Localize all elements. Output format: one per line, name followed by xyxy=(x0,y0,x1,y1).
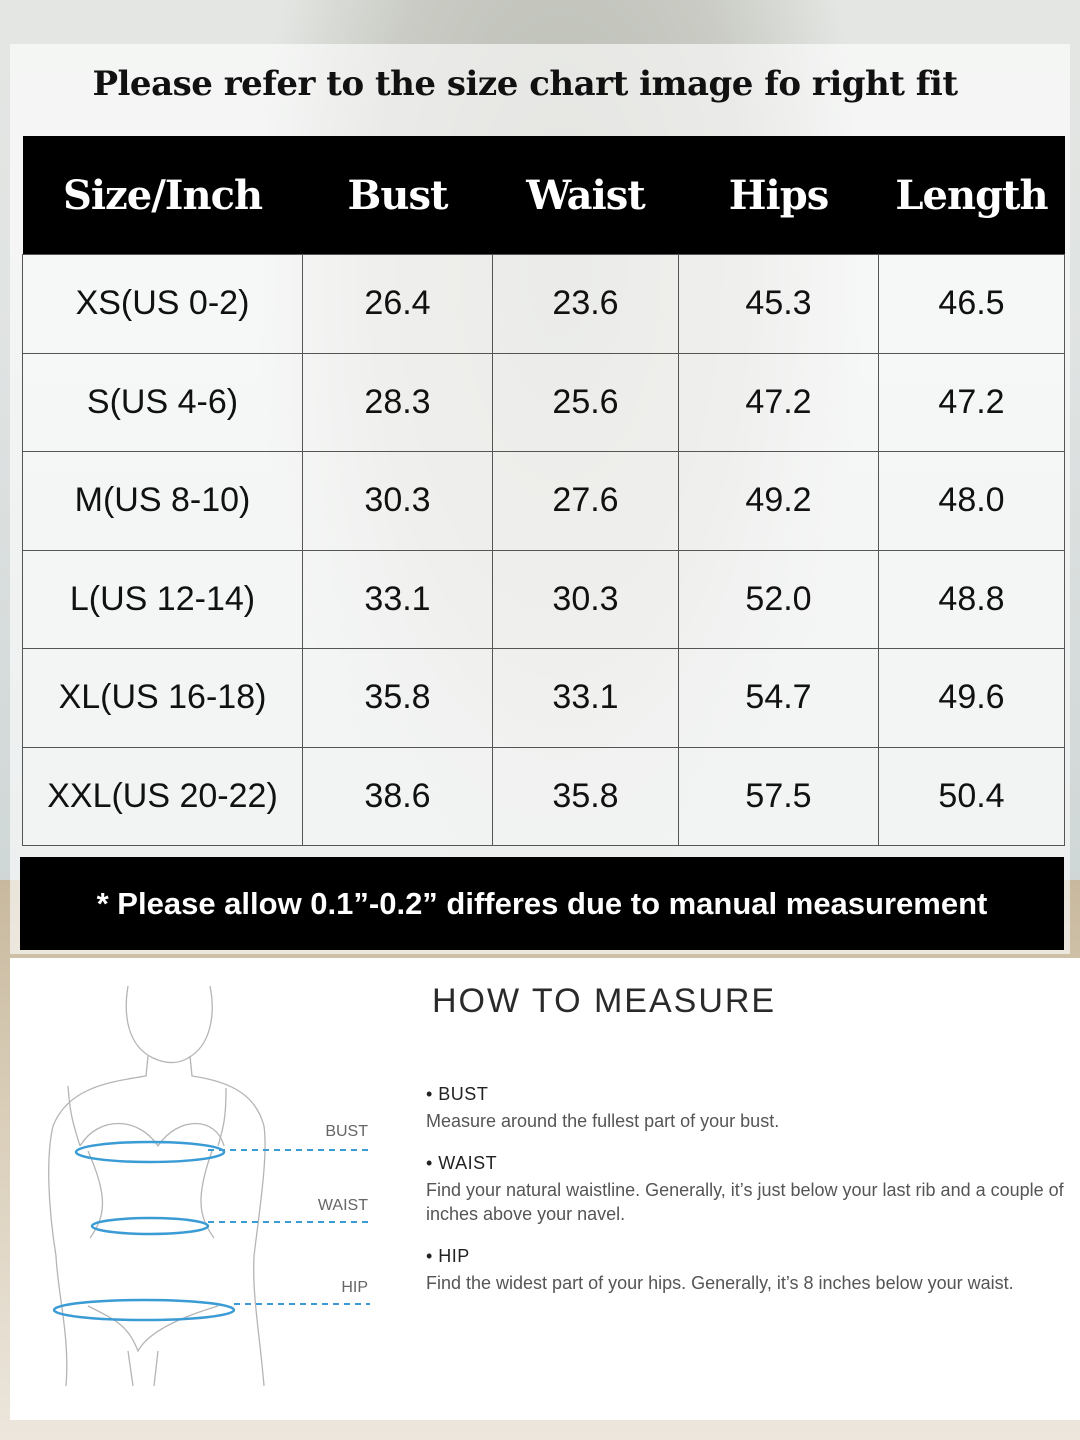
cell-hips: 45.3 xyxy=(678,254,879,354)
cell-waist: 23.6 xyxy=(492,254,679,354)
header-bust: Bust xyxy=(302,136,493,255)
header-size: Size/Inch xyxy=(22,136,303,255)
cell-bust: 30.3 xyxy=(302,451,493,551)
cell-waist: 27.6 xyxy=(492,451,679,551)
cell-size: XXL(US 20-22) xyxy=(22,746,303,846)
instruction-bust: • BUST Measure around the fullest part o… xyxy=(426,1084,1076,1133)
instruction-heading: • BUST xyxy=(426,1084,489,1104)
waist-line-icon xyxy=(90,1216,210,1236)
cell-waist: 35.8 xyxy=(492,746,679,846)
header-waist: Waist xyxy=(492,136,679,255)
instruction-text: Find the widest part of your hips. Gener… xyxy=(426,1273,1014,1293)
bust-line-icon xyxy=(74,1140,226,1164)
measure-instructions: • BUST Measure around the fullest part o… xyxy=(426,1084,1076,1315)
figure-label-waist: WAIST xyxy=(318,1197,368,1214)
cell-hips: 49.2 xyxy=(678,451,879,551)
figure-label-bust: BUST xyxy=(325,1123,368,1140)
instruction-waist: • WAIST Find your natural waistline. Gen… xyxy=(426,1153,1076,1226)
body-outline-icon xyxy=(48,985,266,1387)
cell-size: XS(US 0-2) xyxy=(22,254,303,354)
table-row: XS(US 0-2) 26.4 23.6 45.3 46.5 xyxy=(22,254,1065,354)
instruction-heading: • HIP xyxy=(426,1246,470,1266)
cell-bust: 35.8 xyxy=(302,648,493,748)
cell-length: 50.4 xyxy=(878,746,1065,846)
cell-size: M(US 8-10) xyxy=(22,451,303,551)
instruction-hip: • HIP Find the widest part of your hips.… xyxy=(426,1246,1076,1295)
table-row: XL(US 16-18) 35.8 33.1 54.7 49.6 xyxy=(22,648,1065,748)
cell-length: 48.0 xyxy=(878,451,1065,551)
cell-hips: 54.7 xyxy=(678,648,879,748)
cell-size: XL(US 16-18) xyxy=(22,648,303,748)
figure-label-hip: HIP xyxy=(341,1279,368,1296)
table-header-row: Size/Inch Bust Waist Hips Length xyxy=(22,136,1065,255)
cell-hips: 52.0 xyxy=(678,549,879,649)
table-row: XXL(US 20-22) 38.6 35.8 57.5 50.4 xyxy=(22,746,1065,846)
cell-bust: 26.4 xyxy=(302,254,493,354)
cell-size: L(US 12-14) xyxy=(22,549,303,649)
measure-lines xyxy=(52,1140,370,1322)
instruction-text: Find your natural waistline. Generally, … xyxy=(426,1180,1064,1224)
cell-size: S(US 4-6) xyxy=(22,352,303,452)
size-chart-table: Size/Inch Bust Waist Hips Length XS(US 0… xyxy=(22,136,1065,846)
instruction-heading: • WAIST xyxy=(426,1153,498,1173)
cell-length: 46.5 xyxy=(878,254,1065,354)
table-row: M(US 8-10) 30.3 27.6 49.2 48.0 xyxy=(22,451,1065,551)
cell-waist: 33.1 xyxy=(492,648,679,748)
header-length: Length xyxy=(878,136,1065,255)
cell-length: 47.2 xyxy=(878,352,1065,452)
cell-bust: 38.6 xyxy=(302,746,493,846)
table-row: S(US 4-6) 28.3 25.6 47.2 47.2 xyxy=(22,352,1065,452)
cell-hips: 47.2 xyxy=(678,352,879,452)
table-row: L(US 12-14) 33.1 30.3 52.0 48.8 xyxy=(22,549,1065,649)
cell-bust: 28.3 xyxy=(302,352,493,452)
cell-waist: 25.6 xyxy=(492,352,679,452)
header-hips: Hips xyxy=(678,136,879,255)
cell-waist: 30.3 xyxy=(492,549,679,649)
body-outline-figure: BUST WAIST HIP xyxy=(48,985,370,1387)
cell-length: 48.8 xyxy=(878,549,1065,649)
measurement-note: * Please allow 0.1”-0.2” differes due to… xyxy=(20,857,1064,950)
how-to-measure-title: HOW TO MEASURE xyxy=(432,982,777,1020)
cell-hips: 57.5 xyxy=(678,746,879,846)
cell-length: 49.6 xyxy=(878,648,1065,748)
hip-line-icon xyxy=(52,1298,236,1322)
cell-bust: 33.1 xyxy=(302,549,493,649)
how-to-measure-panel: BUST WAIST HIP HOW TO MEASURE • BUST Mea… xyxy=(10,958,1080,1420)
page-headline: Please refer to the size chart image fo … xyxy=(92,64,958,104)
instruction-text: Measure around the fullest part of your … xyxy=(426,1111,780,1131)
